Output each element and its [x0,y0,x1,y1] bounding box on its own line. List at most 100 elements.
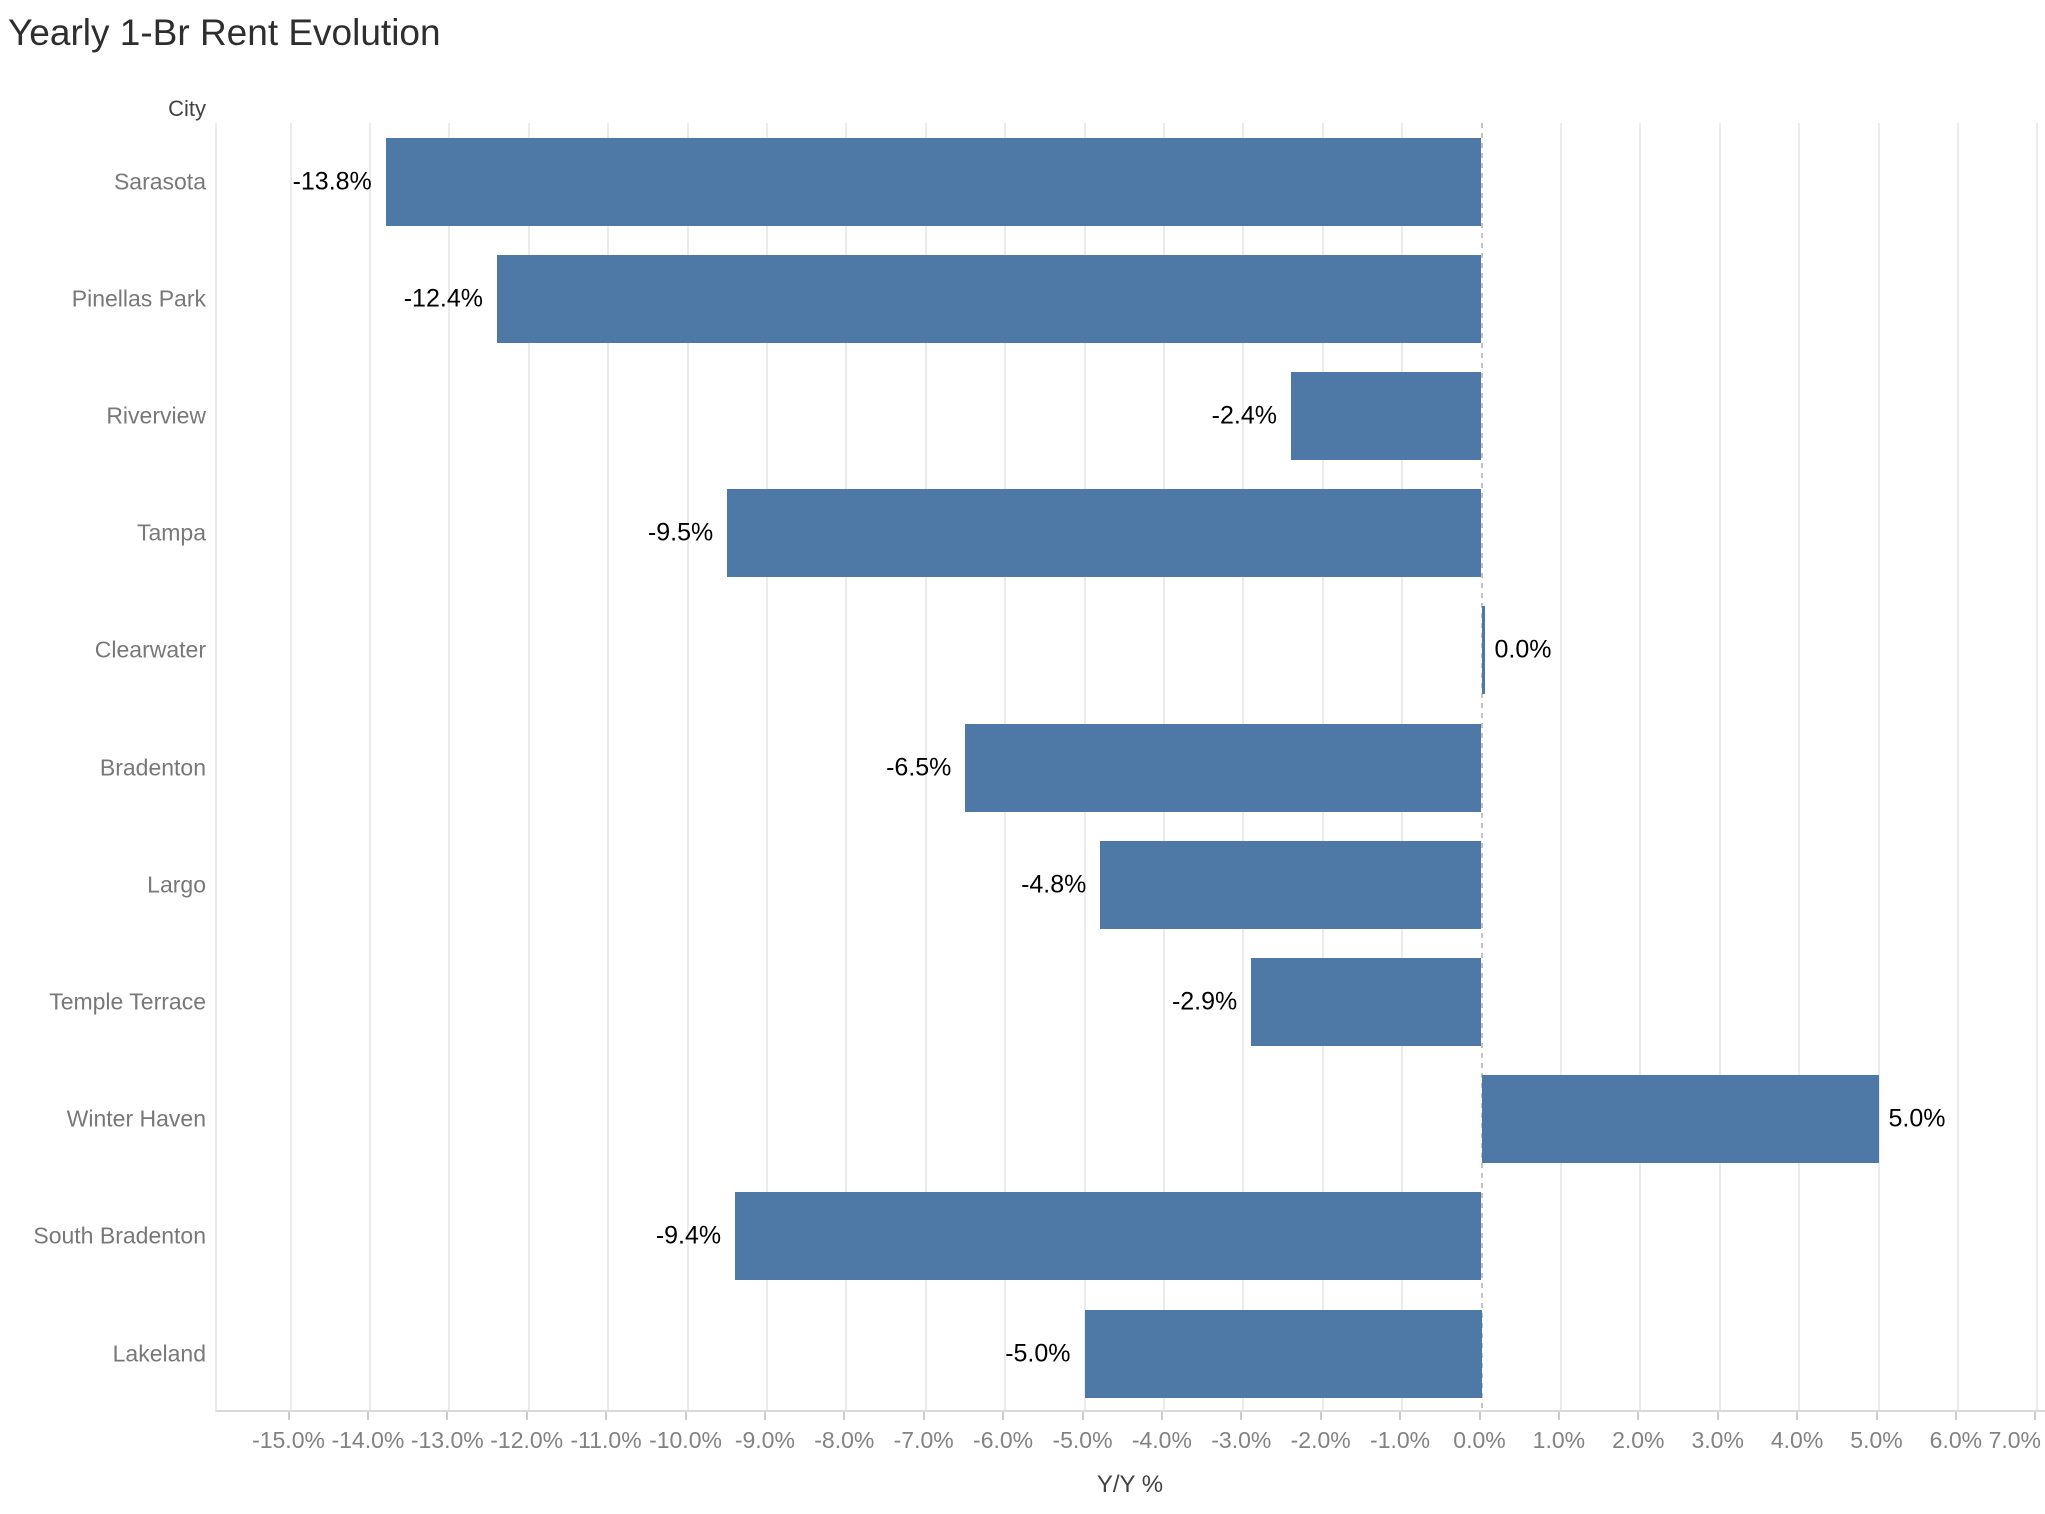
gridline [686,123,689,1410]
y-axis-label-pinellas-park: Pinellas Park [71,285,206,312]
gridline [2036,123,2039,1410]
x-axis-tick-label: 4.0% [1770,1427,1824,1453]
bar-value-label: -2.9% [1171,987,1238,1016]
gridline [1639,123,1642,1410]
bar-value-label: -6.5% [886,753,952,782]
axis-tick [1796,1412,1799,1420]
x-axis-tick-label: -6.0% [973,1427,1034,1453]
chart-title: Yearly 1-Br Rent Evolution [8,12,441,53]
gridline [1559,123,1562,1410]
axis-tick [1240,1412,1243,1420]
y-axis-label-largo: Largo [147,871,206,898]
y-axis-header: City [168,96,206,121]
bar-value-label: 0.0% [1494,635,1552,664]
x-axis-tick-label: -10.0% [649,1427,722,1453]
y-axis-label-south-bradenton: South Bradenton [33,1222,206,1249]
gridline [1956,123,1959,1410]
bar-lakeland[interactable] [1084,1309,1482,1398]
gridline [924,123,927,1410]
x-axis-title: Y/Y % [1096,1471,1164,1498]
bar-value-label: -9.4% [655,1221,722,1250]
x-axis-tick-label: 5.0% [1850,1427,1903,1453]
y-axis-label-tampa: Tampa [136,519,206,546]
y-axis-label-sarasota: Sarasota [113,168,206,195]
x-axis-tick-label: -14.0% [331,1427,405,1453]
x-axis-tick-label: -12.0% [490,1427,564,1453]
bar-winter-haven[interactable] [1481,1075,1879,1164]
x-axis-tick-label: 7.0% [1988,1427,2041,1453]
bar-value-label: -9.5% [647,518,714,547]
x-axis-tick-label: -3.0% [1211,1427,1272,1453]
axis-tick [1478,1412,1481,1420]
axis-tick [1399,1412,1402,1420]
bar-value-label: -12.4% [403,284,483,313]
axis-tick [605,1412,608,1420]
gridline [765,123,768,1410]
x-axis-tick-label: 3.0% [1691,1427,1744,1453]
axis-tick [2034,1412,2037,1420]
gridline [1877,123,1880,1410]
axis-tick [1637,1412,1640,1420]
y-axis-label-lakeland: Lakeland [112,1340,206,1367]
axis-tick [525,1412,528,1420]
bar-south-bradenton[interactable] [735,1192,1482,1281]
axis-tick [922,1412,925,1420]
x-axis-tick-label: 0.0% [1453,1427,1506,1453]
gridline [1718,123,1721,1410]
zero-line [1480,123,1483,1410]
x-axis-tick-label: -8.0% [814,1427,875,1453]
bar-value-label: -2.4% [1211,401,1277,430]
y-axis-label-temple-terrace: Temple Terrace [49,988,206,1015]
gridline [1798,123,1801,1410]
bar-bradenton[interactable] [965,723,1482,812]
y-axis-label-winter-haven: Winter Haven [66,1105,206,1132]
y-axis-label-clearwater: Clearwater [94,636,206,663]
axis-tick [446,1412,449,1420]
bar-temple-terrace[interactable] [1251,958,1482,1046]
bar-value-label: -13.8% [292,167,372,196]
x-axis-tick-label: -7.0% [893,1427,954,1453]
bar-sarasota[interactable] [385,137,1482,226]
bar-tampa[interactable] [727,489,1482,578]
bar-clearwater[interactable] [1481,606,1485,695]
axis-tick [1160,1412,1163,1420]
gridline [527,123,530,1410]
plot-area [215,123,2045,1412]
axis-tick [1954,1412,1957,1420]
x-axis-tick-label: -4.0% [1131,1427,1192,1453]
axis-tick [684,1412,687,1420]
bar-value-label: -4.8% [1021,870,1087,899]
x-axis-tick-label: 2.0% [1612,1427,1665,1453]
y-axis-label-riverview: Riverview [106,402,206,429]
axis-tick [1875,1412,1878,1420]
gridline [368,123,371,1410]
x-axis-tick-label: -9.0% [734,1427,795,1453]
axis-tick [1716,1412,1719,1420]
x-axis-tick-label: -5.0% [1052,1427,1113,1453]
gridline [448,123,451,1410]
gridline [607,123,610,1410]
y-axis-label-bradenton: Bradenton [99,754,206,781]
bar-value-label: -5.0% [1005,1339,1071,1368]
x-axis-tick-label: -13.0% [410,1427,484,1453]
axis-tick [366,1412,369,1420]
axis-tick [1557,1412,1560,1420]
x-axis-tick-label: 6.0% [1929,1427,1983,1453]
axis-tick [1002,1412,1005,1420]
axis-tick [1081,1412,1084,1420]
axis-tick [1319,1412,1322,1420]
axis-tick [843,1412,846,1420]
gridline [289,123,292,1410]
x-axis-tick-label: -2.0% [1290,1427,1351,1453]
bar-largo[interactable] [1100,840,1482,929]
gridline [845,123,848,1410]
bar-value-label: 5.0% [1888,1104,1946,1133]
bar-pinellas-park[interactable] [496,254,1482,343]
axis-tick [763,1412,766,1420]
axis-tick [287,1412,290,1420]
bar-riverview[interactable] [1290,372,1482,460]
x-axis-tick-label: -1.0% [1370,1427,1431,1453]
x-axis-tick-label: -15.0% [252,1427,325,1453]
x-axis-tick-label: -11.0% [570,1427,642,1453]
x-axis-tick-label: 1.0% [1532,1427,1586,1453]
